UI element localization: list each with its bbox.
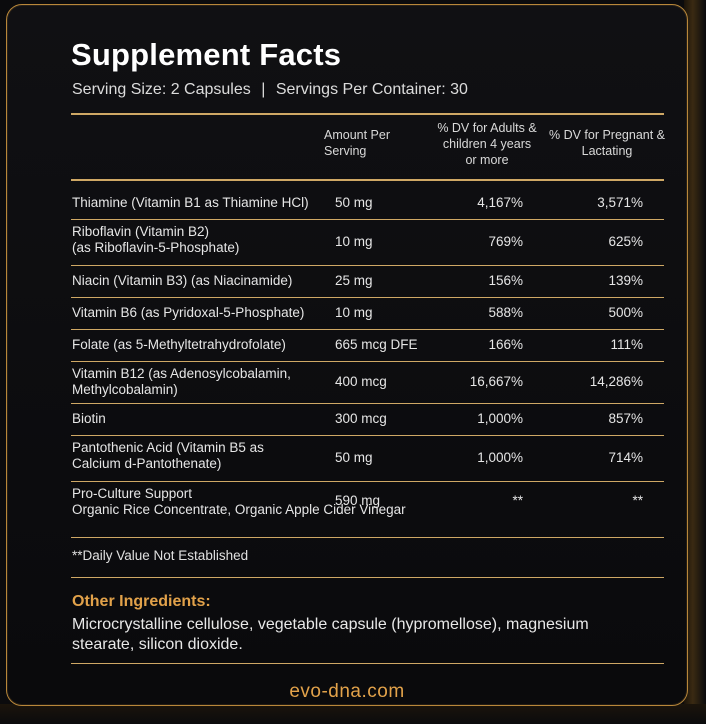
header-rule-top — [71, 113, 664, 115]
nutrient-name: Vitamin B12 (as Adenosylcobalamin, — [72, 366, 291, 381]
nutrient-name-line2: Calcium d-Pantothenate) — [72, 456, 222, 471]
amount-per-serving: 590 mg — [335, 493, 381, 508]
header-dv-adults: % DV for Adults & children 4 years or mo… — [437, 121, 537, 167]
row-divider — [71, 361, 664, 362]
nutrient-name: Vitamin B6 (as Pyridoxal-5-Phosphate) — [72, 305, 305, 320]
frame-edge-bottom — [0, 704, 706, 724]
dv-pregnant: 111% — [610, 337, 643, 352]
dv-adults: 1,000% — [477, 411, 523, 426]
dv-pregnant: 857% — [608, 411, 643, 426]
website-footer[interactable]: evo-dna.com — [289, 681, 405, 702]
dv-adults: 588% — [488, 305, 523, 320]
dv-adults: 4,167% — [477, 195, 523, 210]
dv-pregnant: 139% — [608, 273, 643, 288]
other-ingredients-title: Other Ingredients: — [72, 593, 211, 610]
amount-per-serving: 50 mg — [335, 450, 373, 465]
nutrient-name: Biotin — [72, 411, 106, 426]
header-dv-pregnant: % DV for Pregnant & Lactating — [548, 128, 666, 158]
dv-pregnant: 14,286% — [589, 374, 643, 389]
dv-adults: 166% — [488, 337, 523, 352]
row-divider — [71, 297, 664, 298]
footnote: **Daily Value Not Established — [72, 548, 249, 563]
header-amount: Amount Per Serving — [324, 128, 391, 158]
dv-pregnant: 500% — [608, 305, 643, 320]
frame-edge-right — [684, 0, 706, 724]
amount-per-serving: 10 mg — [335, 305, 373, 320]
footer-rule — [71, 663, 664, 664]
row-divider — [71, 329, 664, 330]
nutrient-name-line2: (as Riboflavin-5-Phosphate) — [72, 240, 240, 255]
dv-adults: ** — [512, 493, 523, 508]
row-divider — [71, 265, 664, 266]
dv-adults: 769% — [488, 234, 523, 249]
amount-per-serving: 400 mcg — [335, 374, 387, 389]
dv-pregnant: 625% — [608, 234, 643, 249]
dv-pregnant: 3,571% — [597, 195, 643, 210]
amount-per-serving: 665 mcg DFE — [335, 337, 418, 352]
other-ingredients-text: Microcrystalline cellulose, vegetable ca… — [72, 616, 589, 653]
nutrient-name: Pantothenic Acid (Vitamin B5 as — [72, 440, 264, 455]
panel-title: Supplement Facts — [71, 37, 342, 72]
nutrient-name: Niacin (Vitamin B3) (as Niacinamide) — [72, 273, 293, 288]
row-divider — [71, 219, 664, 220]
amount-per-serving: 50 mg — [335, 195, 373, 210]
dv-adults: 1,000% — [477, 450, 523, 465]
table-end-rule — [71, 537, 664, 538]
nutrient-name: Folate (as 5-Methyltetrahydrofolate) — [72, 337, 286, 352]
supplement-facts-panel: Supplement Facts Serving Size: 2 Capsule… — [6, 4, 688, 706]
amount-per-serving: 10 mg — [335, 234, 373, 249]
nutrient-name: Thiamine (Vitamin B1 as Thiamine HCl) — [72, 195, 309, 210]
row-divider — [71, 435, 664, 436]
amount-per-serving: 300 mcg — [335, 411, 387, 426]
nutrient-name-line2: Organic Rice Concentrate, Organic Apple … — [72, 502, 406, 517]
header-rule-bottom — [71, 179, 664, 181]
servings-per-container: Servings Per Container: 30 — [275, 81, 468, 98]
row-divider — [71, 403, 664, 404]
serving-size: Serving Size: 2 Capsules — [72, 81, 251, 98]
serving-separator: | — [261, 81, 266, 98]
footnote-rule — [71, 577, 664, 578]
serving-info: Serving Size: 2 Capsules | Servings Per … — [72, 81, 468, 99]
nutrient-name: Riboflavin (Vitamin B2) — [72, 224, 210, 239]
dv-adults: 156% — [488, 273, 523, 288]
dv-adults: 16,667% — [469, 374, 523, 389]
nutrient-name: Pro-Culture Support — [72, 486, 193, 501]
row-divider — [71, 481, 664, 482]
dv-pregnant: 714% — [608, 450, 643, 465]
amount-per-serving: 25 mg — [335, 273, 373, 288]
dv-pregnant: ** — [632, 493, 643, 508]
nutrient-name-line2: Methylcobalamin) — [72, 382, 178, 397]
